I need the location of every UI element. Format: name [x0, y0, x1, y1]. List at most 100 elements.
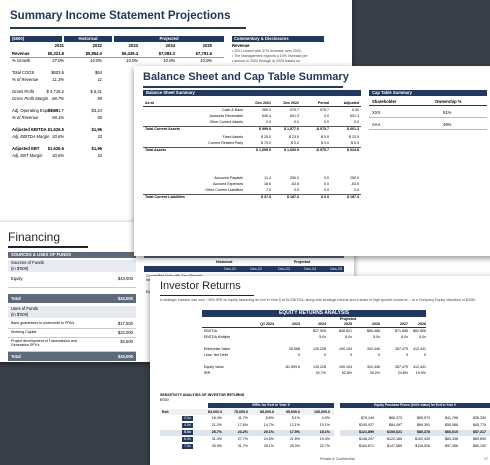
commentary-subtitle: Revenue: [232, 43, 250, 48]
eq-value: $69,391: [417, 423, 430, 427]
sens-value: 17.5%: [289, 430, 300, 434]
eq-value: $69,690: [473, 437, 486, 441]
er-value: 0: [298, 353, 300, 357]
bs-value: 0.0: [354, 188, 359, 192]
cap-row: XXX 51%: [369, 108, 487, 118]
income-row: % of Revenue 11.3% 11: [10, 77, 224, 83]
row-value: $1,96: [91, 146, 102, 151]
use-row: Bank guarantees to underwrite to PPA's $1…: [8, 320, 136, 329]
cap-holder: AAA: [372, 122, 381, 127]
row-label: % Growth: [12, 58, 31, 63]
row-label: Gross Profit Margin: [12, 96, 49, 101]
er-value: 24.8%: [397, 371, 408, 375]
row-value: 10.0%: [163, 58, 175, 63]
sens-row: 7.0x 35.9% 31.7% 28.1% 25.0% 22.7%: [160, 444, 334, 450]
equity-returns-header: EQUITY RETURNS ANALYSIS: [202, 310, 426, 317]
sens-value: 25.0%: [289, 444, 300, 448]
sens-value: 22.7%: [319, 444, 330, 448]
sens-value: 27.7%: [237, 437, 248, 441]
cap-col: Dec-23: [278, 267, 290, 271]
eq-value: $55,573: [417, 416, 430, 420]
eq-value: $148,297: [359, 437, 374, 441]
bs-row: Total Assets $ 1,099.9 $ 1,600.5 -$ 975.7 $ …: [143, 147, 361, 152]
row-value: $6,439.4: [121, 51, 138, 56]
er-value: 190,104: [339, 347, 352, 351]
eq-value: $100,621: [387, 430, 402, 434]
cap-pct: 51%: [443, 110, 452, 115]
row-value: $603.6: [51, 70, 64, 75]
eq-row: $100,927 $84,497 $69,391 $55,588 $45,775: [340, 423, 490, 429]
sens-col: $3,000.0: [208, 410, 222, 414]
er-col: Q1 2024: [260, 322, 274, 326]
row-value: 11.3%: [52, 77, 64, 82]
bs-row: Other Current Liabilities 7.5 0.0 0.0 0.0: [143, 188, 361, 193]
cap-table-summary-header: Cap Table Summary: [369, 90, 487, 96]
sens-multiple: 5.0x: [182, 430, 193, 435]
er-value: 302,446: [367, 347, 380, 351]
title-underline: [8, 246, 88, 248]
cap-table-rows: XXX 51% AAA 49%: [369, 108, 487, 138]
cap-col: Dec-24: [304, 267, 316, 271]
sens-value: 21.6%: [289, 437, 300, 441]
row-value: 58.1%: [52, 115, 64, 120]
eq-value: $147,589: [387, 444, 402, 448]
bs-row: Accounts Receivable 640.4 601.3 0.0 601.3: [143, 114, 361, 119]
er-col: 2024: [318, 322, 326, 326]
eq-value: $36,330: [473, 416, 486, 420]
bs-value: $ 37.5: [261, 195, 271, 199]
eq-value: $83,336: [445, 437, 458, 441]
row-value: 55: [97, 115, 102, 120]
commentary-text: • 2021 closed with 37% increase over 202…: [232, 49, 327, 64]
bs-value: 640.4: [262, 114, 271, 118]
eq-value: $55,588: [445, 423, 458, 427]
bs-value: 0.0: [324, 114, 329, 118]
er-value: 19.9%: [415, 371, 426, 375]
bs-value: 975.7: [320, 108, 329, 112]
bs-value: -$ 975.7: [315, 127, 329, 131]
er-value: $82,806: [413, 329, 426, 333]
bs-value: -$ 975.7: [315, 148, 329, 152]
year-header: 2025: [202, 43, 212, 48]
slide-title: Summary Income Statement Projections: [10, 10, 231, 22]
row-value: 10.0%: [200, 58, 212, 63]
bs-label: Current Related Party: [208, 141, 243, 145]
uses-title: Uses of Funds (in $'000): [8, 306, 136, 318]
sources-list: Equity $43,000: [8, 274, 136, 288]
bs-value: $ 0.0: [351, 141, 359, 145]
use-value: $17,500: [117, 321, 133, 326]
eq-row: $121,899 $100,621 $80,378 $66,010 $57,217: [340, 430, 490, 436]
er-col: 2023: [292, 322, 300, 326]
bs-value: 7.5: [266, 188, 271, 192]
cap-table-columns: Shareholder Ownership %: [369, 98, 487, 106]
bs-col-header: Dec 2022: [283, 101, 299, 105]
income-row: % of Revenue 58.1% 55: [10, 115, 224, 121]
row-label: Adj. EBT Margin: [12, 153, 43, 158]
eq-row: $79,149 $65,373 $55,573 $41,796 $36,330: [340, 416, 490, 422]
bs-label: Accrued Expenses: [213, 182, 243, 186]
sens-value: 8.8%: [265, 416, 274, 420]
cap-row: AAA 49%: [369, 120, 487, 130]
er-label: Enterprise Value: [204, 347, 231, 351]
bs-label: Other Current Liabilities: [205, 188, 243, 192]
bs-value: $ 624.8: [347, 148, 359, 152]
er-value: -$1,509.6: [284, 365, 300, 369]
slide-title: Balance Sheet and Cap Table Summary: [143, 71, 349, 83]
eq-value: $45,775: [473, 423, 486, 427]
bs-value: 0.0: [324, 120, 329, 124]
sens-value: 14.7%: [263, 423, 274, 427]
income-row: % Growth 37.0% 10.0% 10.0% 10.0% 10.0%: [10, 58, 224, 64]
equity-purchase-grid: $79,149 $65,373 $55,573 $41,796 $36,330 $100,…: [340, 416, 490, 452]
cap-col: Dec-21: [224, 267, 236, 271]
bs-value: 601.3: [290, 114, 299, 118]
sens-value: 5.1%: [291, 416, 300, 420]
er-value: 0: [424, 353, 426, 357]
use-value: $3,500: [120, 339, 133, 344]
sensitivity-unit: $'000: [160, 398, 169, 402]
bs-row: Total Current Assets $ 999.9 $ 1,577.0 -$ 9…: [143, 126, 361, 131]
row-label: Adj. EBITDA Margin: [12, 134, 50, 139]
commentary-line: • 2021 closed with 37% increase over 202…: [232, 49, 302, 53]
sens-value: 28.1%: [263, 444, 274, 448]
sources-total-row: Total $43,000: [8, 294, 136, 303]
er-value: 412,441: [413, 347, 426, 351]
